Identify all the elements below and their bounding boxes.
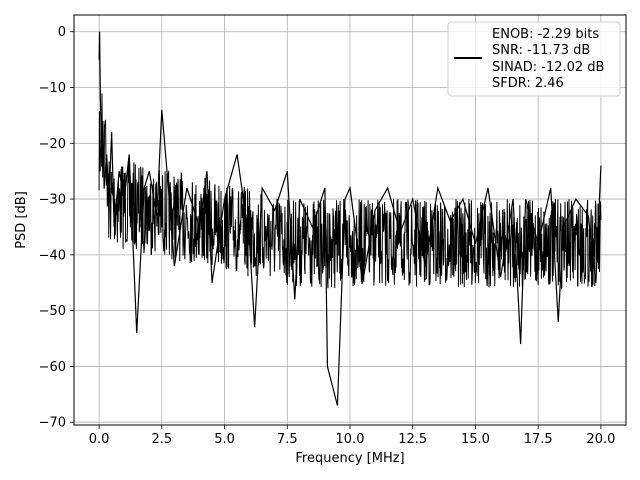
y-axis: 0 −10 −20 −30 −40 −50 −60 −70 (39, 25, 74, 431)
legend-entry-sinad: SINAD: -12.02 dB (492, 60, 604, 75)
x-tick-label: 7.5 (277, 432, 298, 447)
y-tick-label: −60 (39, 360, 66, 375)
y-tick-label: −50 (39, 304, 66, 319)
x-tick-label: 2.5 (151, 432, 172, 447)
x-tick-label: 12.5 (398, 432, 427, 447)
legend: ENOB: -2.29 bits SNR: -11.73 dB SINAD: -… (447, 21, 621, 97)
y-tick-label: −10 (39, 81, 66, 96)
x-tick-label: 20.0 (586, 432, 615, 447)
y-tick-label: −40 (39, 248, 66, 263)
x-tick-label: 17.5 (524, 432, 553, 447)
legend-entry-snr: SNR: -11.73 dB (492, 43, 590, 58)
x-tick-label: 10.0 (336, 432, 365, 447)
y-axis-label: PSD [dB] (14, 191, 29, 249)
y-tick-label: 0 (58, 25, 66, 40)
x-axis-label: Frequency [MHz] (295, 451, 404, 466)
y-tick-label: −20 (39, 137, 66, 152)
y-tick-label: −70 (39, 416, 66, 431)
x-tick-label: 5.0 (214, 432, 235, 447)
legend-entry-sfdr: SFDR: 2.46 (492, 76, 564, 91)
plot-area (98, 31, 602, 406)
x-tick-label: 15.0 (461, 432, 490, 447)
series-line (98, 31, 602, 406)
x-tick-label: 0.0 (89, 432, 110, 447)
noise-floor-band (98, 93, 602, 290)
legend-entry-enob: ENOB: -2.29 bits (492, 27, 599, 42)
y-tick-label: −30 (39, 193, 66, 208)
legend-box (447, 21, 621, 97)
x-axis: 0.0 2.5 5.0 7.5 10.0 12.5 15.0 17.5 20.0 (89, 425, 615, 447)
